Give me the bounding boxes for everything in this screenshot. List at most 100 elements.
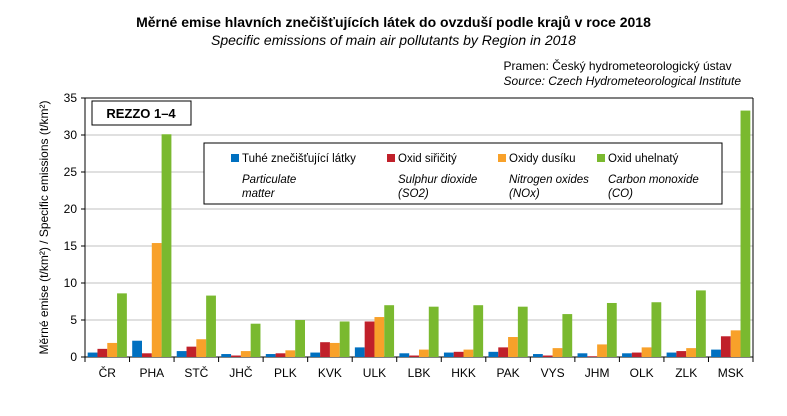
bar-1 bbox=[542, 355, 553, 357]
legend-swatch-1 bbox=[387, 154, 395, 162]
bar-3 bbox=[740, 110, 751, 357]
bar-1 bbox=[453, 351, 464, 357]
x-tick-label: ZLK bbox=[675, 366, 697, 380]
bar-0 bbox=[265, 354, 276, 357]
bar-1 bbox=[409, 355, 419, 357]
x-tick-label: ČR bbox=[99, 365, 117, 380]
x-tick-label: KVK bbox=[318, 366, 342, 380]
bar-2 bbox=[285, 350, 296, 357]
bar-2 bbox=[329, 342, 340, 357]
bar-0 bbox=[399, 353, 410, 357]
legend-label-0: Tuhé znečišťující látky bbox=[242, 153, 356, 165]
bar-3 bbox=[651, 302, 662, 357]
bar-3 bbox=[117, 293, 127, 357]
bar-0 bbox=[176, 351, 187, 357]
legend-label-en-1: Sulphur dioxide bbox=[398, 174, 477, 186]
annotation-rezzo: REZZO 1–4 bbox=[106, 106, 176, 121]
bar-0 bbox=[666, 352, 677, 357]
y-tick-label: 20 bbox=[64, 202, 78, 216]
bar-2 bbox=[240, 351, 251, 357]
bar-2 bbox=[597, 344, 607, 357]
bar-1 bbox=[498, 347, 509, 357]
bar-3 bbox=[206, 295, 216, 357]
bar-1 bbox=[231, 355, 241, 357]
bar-2 bbox=[196, 339, 207, 357]
bar-1 bbox=[364, 321, 375, 357]
bar-2 bbox=[419, 349, 429, 357]
bar-1 bbox=[720, 336, 731, 357]
legend-box bbox=[203, 142, 723, 205]
x-tick-label: MSK bbox=[718, 366, 744, 380]
bar-0 bbox=[533, 354, 543, 357]
bar-0 bbox=[711, 349, 721, 357]
y-tick-label: 25 bbox=[64, 165, 78, 179]
legend-label-en2-1: (SO2) bbox=[398, 188, 429, 200]
bar-2 bbox=[552, 348, 563, 357]
y-tick-label: 0 bbox=[70, 350, 77, 364]
bar-2 bbox=[730, 330, 741, 357]
x-tick-label: PAK bbox=[497, 366, 520, 380]
bar-1 bbox=[631, 352, 642, 357]
x-tick-label: HKK bbox=[451, 366, 476, 380]
x-tick-label: OLK bbox=[630, 366, 654, 380]
source: Pramen: Český hydrometeorologický ústav … bbox=[504, 59, 741, 89]
legend-label-en2-0: matter bbox=[242, 188, 276, 200]
chart-subtitle: Specific emissions of main air pollutant… bbox=[211, 32, 576, 48]
y-tick-label: 35 bbox=[64, 91, 78, 105]
chart-title: Měrné emise hlavních znečišťujících láte… bbox=[136, 14, 651, 30]
bar-0 bbox=[488, 351, 499, 357]
bar-3 bbox=[428, 306, 439, 357]
bar-2 bbox=[463, 349, 474, 357]
annotation-box bbox=[91, 100, 192, 126]
bar-3 bbox=[295, 320, 305, 357]
bar-1 bbox=[275, 353, 286, 357]
legend-label-2: Oxidy dusíku bbox=[509, 153, 575, 165]
y-tick-label: 15 bbox=[64, 239, 78, 253]
bar-0 bbox=[354, 347, 365, 357]
y-axis-label: Měrné emise (t/km²) / Specific emissions… bbox=[37, 100, 51, 354]
bar-3 bbox=[473, 305, 484, 357]
legend-swatch-2 bbox=[498, 154, 506, 162]
bar-1 bbox=[676, 351, 687, 357]
x-tick-label: JHČ bbox=[229, 365, 253, 380]
bar-0 bbox=[221, 354, 232, 357]
bar-3 bbox=[562, 314, 573, 357]
x-tick-label: STČ bbox=[184, 365, 208, 380]
bar-0 bbox=[87, 352, 98, 357]
bar-2 bbox=[686, 348, 696, 357]
bar-1 bbox=[320, 342, 330, 357]
bar-0 bbox=[622, 353, 632, 357]
bar-2 bbox=[508, 337, 518, 357]
y-tick-label: 30 bbox=[64, 128, 78, 142]
legend-label-en-2: Nitrogen oxides bbox=[509, 174, 589, 186]
bar-3 bbox=[384, 305, 395, 357]
bar-0 bbox=[132, 340, 142, 357]
legend-label-en-0: Particulate bbox=[242, 174, 296, 186]
bar-1 bbox=[142, 353, 152, 357]
bar-0 bbox=[443, 352, 454, 357]
bar-1 bbox=[97, 348, 108, 357]
x-tick-label: ULK bbox=[363, 366, 386, 380]
legend-label-en-3: Carbon monoxide bbox=[608, 174, 699, 186]
x-tick-label: LBK bbox=[408, 366, 431, 380]
bar-0 bbox=[310, 352, 321, 357]
bar-3 bbox=[339, 321, 350, 357]
bar-3 bbox=[696, 290, 706, 357]
x-tick-label: VYS bbox=[541, 366, 565, 380]
y-tick-label: 5 bbox=[70, 313, 77, 327]
source-en: Source: Czech Hydrometeorological Instit… bbox=[503, 74, 741, 88]
y-tick-label: 10 bbox=[64, 276, 78, 290]
legend-swatch-0 bbox=[231, 154, 239, 162]
source-cz: Pramen: Český hydrometeorologický ústav bbox=[503, 59, 732, 73]
bar-3 bbox=[250, 323, 261, 357]
legend-label-1: Oxid siřičitý bbox=[398, 153, 457, 165]
bar-1 bbox=[587, 356, 598, 357]
x-tick-label: PLK bbox=[274, 366, 297, 380]
bar-2 bbox=[374, 317, 385, 357]
legend-label-3: Oxid uhelnatý bbox=[608, 153, 679, 165]
x-tick-label: PHA bbox=[139, 366, 164, 380]
bar-2 bbox=[107, 342, 118, 357]
bar-2 bbox=[151, 243, 162, 357]
bar-3 bbox=[606, 302, 617, 357]
